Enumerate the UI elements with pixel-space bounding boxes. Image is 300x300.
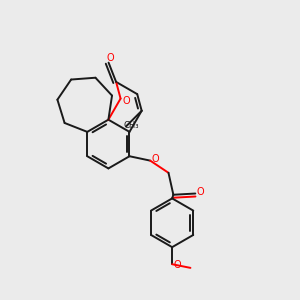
Text: O: O	[174, 260, 181, 270]
Text: O: O	[152, 154, 159, 164]
Text: O: O	[122, 96, 130, 106]
Text: CH₃: CH₃	[124, 121, 139, 130]
Text: O: O	[196, 187, 204, 197]
Text: O: O	[106, 53, 114, 63]
